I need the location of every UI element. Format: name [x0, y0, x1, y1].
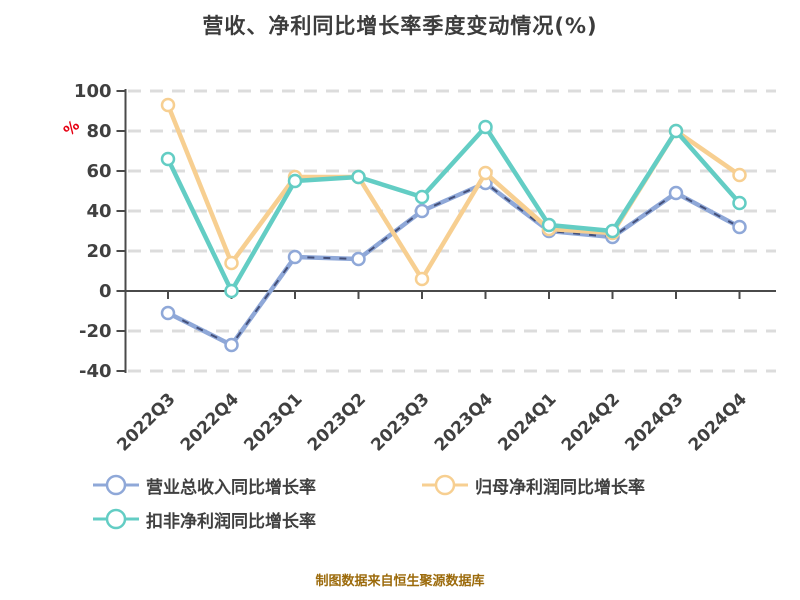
- legend-item-1[interactable]: 归母净利润同比增长率: [421, 472, 645, 498]
- x-axis-tick-label: 2024Q4: [685, 389, 751, 455]
- data-point-marker: [351, 169, 366, 185]
- x-axis-tick-label: 2024Q1: [494, 389, 560, 455]
- legend-label: 归母净利润同比增长率: [475, 477, 645, 498]
- series-line: [165, 180, 742, 348]
- x-axis-tick-label: 2023Q4: [431, 389, 497, 455]
- y-axis-tick-label: -40: [79, 361, 112, 382]
- data-point-marker: [668, 185, 684, 201]
- legend-item-0[interactable]: 营业总收入同比增长率: [92, 472, 417, 498]
- data-point-marker: [160, 305, 176, 321]
- data-point-marker: [478, 165, 493, 181]
- x-axis-tick-label: 2024Q3: [621, 389, 687, 455]
- legend-item-2[interactable]: 扣非净利润同比增长率: [92, 506, 417, 532]
- y-axis-tick-label: 100: [74, 81, 112, 102]
- legend-marker-icon: [93, 474, 139, 496]
- x-axis-tick-label: 2023Q1: [240, 389, 306, 455]
- data-point-marker: [478, 119, 493, 135]
- data-point-marker: [605, 223, 620, 239]
- y-axis-tick-label: 20: [86, 241, 111, 262]
- data-point-marker: [732, 219, 747, 235]
- data-point-marker: [224, 337, 239, 353]
- chart-title: 营收、净利同比增长率季度变动情况(%): [202, 14, 598, 38]
- y-axis-tick-label: 80: [86, 121, 111, 142]
- x-axis-tick-label: 2024Q2: [558, 389, 624, 455]
- y-axis-tick-label: 60: [86, 161, 111, 182]
- data-source-footer: 制图数据来自恒生聚源数据库: [315, 574, 485, 589]
- data-point-marker: [414, 271, 430, 287]
- legend-label: 扣非净利润同比增长率: [146, 511, 316, 532]
- data-point-marker: [160, 151, 176, 167]
- y-axis-tick-label: 40: [86, 201, 111, 222]
- chart-legend: 营业总收入同比增长率 归母净利润同比增长率扣非净利润同比增长率: [92, 472, 645, 532]
- x-axis-tick-label: 2023Q3: [367, 389, 433, 455]
- data-point-marker: [224, 255, 239, 271]
- y-axis-tick-label: -20: [79, 321, 112, 342]
- x-axis-tick-label: 2023Q2: [304, 389, 370, 455]
- x-axis-tick-label: 2022Q3: [113, 389, 179, 455]
- data-point-marker: [224, 283, 239, 299]
- data-point-marker: [541, 217, 557, 233]
- legend-marker-icon: [93, 508, 139, 530]
- data-point-marker: [351, 251, 366, 267]
- series-line-dash-overlay: [167, 182, 740, 346]
- data-point-marker: [732, 167, 747, 183]
- series-line: [165, 124, 742, 294]
- x-axis-tick-label: 2022Q4: [177, 389, 243, 455]
- y-axis-tick-label: 0: [99, 281, 112, 302]
- data-point-marker: [414, 189, 430, 205]
- data-point-marker: [414, 203, 430, 219]
- legend-marker-icon: [422, 474, 468, 496]
- data-point-marker: [668, 123, 684, 139]
- data-point-marker: [732, 195, 747, 211]
- data-point-marker: [287, 173, 303, 189]
- legend-label: 营业总收入同比增长率: [146, 477, 316, 498]
- data-point-marker: [160, 97, 176, 113]
- data-point-marker: [287, 249, 303, 265]
